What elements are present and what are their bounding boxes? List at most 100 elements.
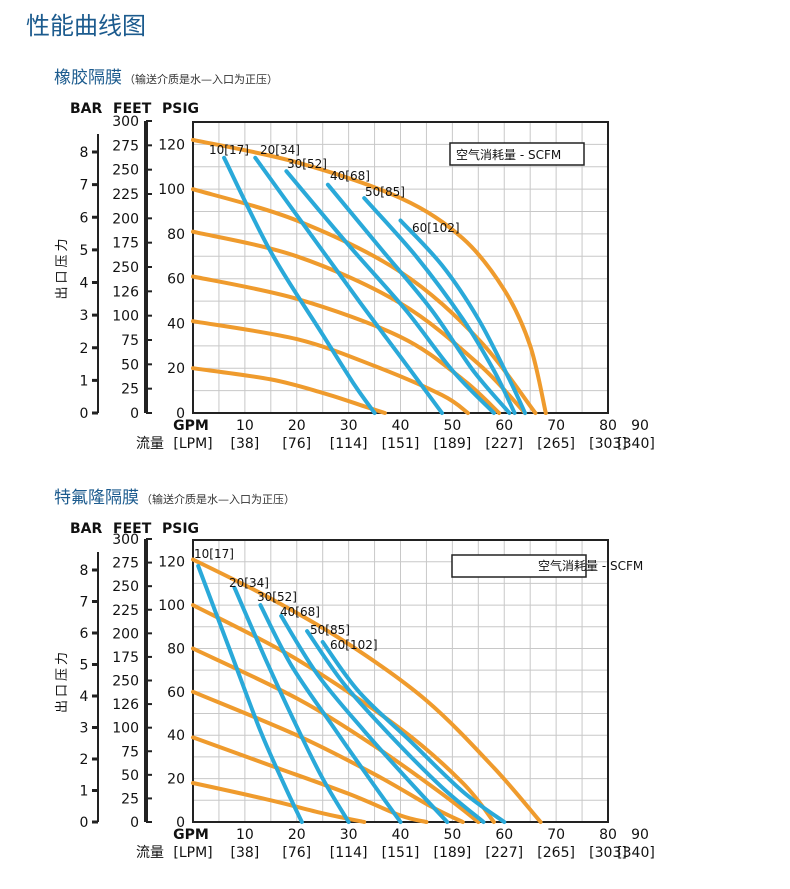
lpm-tick-label: [340]	[617, 845, 655, 861]
feet-tick-label: 126	[112, 284, 139, 300]
bar-tick-label: 1	[80, 784, 89, 800]
feet-tick-label: 175	[112, 236, 139, 252]
bar-tick-label: 4	[80, 689, 89, 705]
gpm-unit-label: GPM	[173, 827, 209, 843]
chart-1: 橡胶隔膜 （输送介质是水—入口为正压）BAR FEET PSIG87654321030…	[54, 68, 655, 452]
feet-tick-label: 75	[121, 744, 139, 760]
psig-tick-label: 100	[158, 182, 185, 198]
plot-frame	[192, 121, 609, 414]
bar-tick-label: 1	[80, 373, 89, 389]
legend-box	[449, 142, 585, 166]
psig-tick-label: 60	[167, 685, 185, 701]
psig-tick-label: 80	[167, 227, 185, 243]
blue-curve-label: 10[17]	[209, 143, 249, 157]
blue-curve-label: 10[17]	[194, 547, 234, 561]
blue-curve-1	[222, 155, 377, 415]
feet-tick-label: 0	[130, 815, 139, 831]
blue-curve-5	[362, 196, 517, 415]
chart-title: 特氟隆隔膜	[54, 488, 139, 508]
bar-tick-label: 3	[80, 721, 89, 737]
blue-curve-6	[320, 640, 507, 824]
feet-tick-label: 50	[121, 768, 139, 784]
blue-curve-2	[232, 585, 351, 824]
psig-axis-header: PSIG	[162, 521, 199, 537]
bar-tick-label: 5	[80, 243, 89, 259]
blue-curve-label: 20[34]	[229, 576, 269, 590]
gpm-tick-label: 80	[599, 827, 617, 843]
bar-tick-label: 8	[80, 145, 89, 161]
psig-tick-label: 100	[158, 598, 185, 614]
blue-curve-label: 60[102]	[412, 221, 460, 235]
orange-curve-o60	[191, 274, 502, 415]
bar-tick-label: 8	[80, 563, 89, 579]
blue-air-curves	[222, 155, 527, 415]
lpm-tick-label: [303]	[589, 436, 627, 452]
bar-tick-label: 7	[80, 595, 89, 611]
feet-tick-label: 200	[112, 211, 139, 227]
gpm-tick-label: 20	[288, 827, 306, 843]
orange-pressure-curves	[191, 137, 548, 415]
feet-tick-label: 175	[112, 650, 139, 666]
bar-tick-label: 2	[80, 752, 89, 768]
blue-curve-label: 30[52]	[287, 157, 327, 171]
lpm-tick-label: [189]	[434, 845, 472, 861]
psig-tick-label: 40	[167, 316, 185, 332]
psig-tick-label: 60	[167, 272, 185, 288]
feet-tick-label: 275	[112, 556, 139, 572]
psig-axis-header: PSIG	[162, 101, 199, 117]
blue-air-curves	[196, 564, 507, 824]
blue-curve-3	[284, 169, 496, 415]
orange-curve-o40	[191, 735, 429, 824]
flow-label: 流量	[136, 845, 164, 861]
blue-curve-label: 60[102]	[330, 638, 378, 652]
psig-tick-label: 0	[176, 406, 185, 422]
lpm-tick-label: [189]	[434, 436, 472, 452]
lpm-tick-label: [340]	[617, 436, 655, 452]
feet-tick-label: 250	[112, 260, 139, 276]
psig-tick-label: 120	[158, 555, 185, 571]
legend-label: 空气消耗量 - SCFM	[538, 558, 643, 573]
feet-tick-label: 50	[121, 357, 139, 373]
psig-tick-label: 120	[158, 137, 185, 153]
gpm-tick-label: 70	[547, 418, 565, 434]
feet-tick-label: 25	[121, 382, 139, 398]
gpm-tick-label: 10	[236, 827, 254, 843]
gpm-tick-label: 80	[599, 418, 617, 434]
page-title: 性能曲线图	[26, 12, 146, 40]
bar-tick-label: 5	[80, 658, 89, 674]
orange-curve-o80	[191, 646, 481, 824]
gpm-tick-label: 30	[340, 827, 358, 843]
gpm-unit-label: GPM	[173, 418, 209, 434]
feet-tick-label: 250	[112, 579, 139, 595]
blue-curve-5	[305, 629, 486, 824]
psig-tick-label: 20	[167, 361, 185, 377]
lpm-tick-label: [303]	[589, 845, 627, 861]
gpm-tick-label: 70	[547, 827, 565, 843]
orange-curve-o40	[191, 319, 470, 415]
lpm-tick-label: [265]	[537, 436, 575, 452]
feet-tick-label: 275	[112, 138, 139, 154]
feet-tick-label: 200	[112, 626, 139, 642]
chart-title: 橡胶隔膜	[54, 68, 122, 88]
gpm-tick-label: 90	[631, 827, 649, 843]
bar-tick-label: 0	[80, 815, 89, 831]
chart-subtitle: （输送介质是水—入口为正压）	[124, 72, 278, 86]
y-axis-title: 出口压力	[55, 235, 70, 299]
gpm-tick-label: 10	[236, 418, 254, 434]
psig-tick-label: 40	[167, 728, 185, 744]
blue-curve-label: 20[34]	[260, 143, 300, 157]
lpm-tick-label: [76]	[282, 845, 311, 861]
feet-tick-label: 126	[112, 697, 139, 713]
y-axis-title: 出口压力	[55, 649, 70, 713]
lpm-tick-label: [38]	[231, 436, 260, 452]
lpm-tick-label: [151]	[382, 436, 420, 452]
gpm-tick-label: 60	[495, 827, 513, 843]
bar-tick-label: 2	[80, 341, 89, 357]
feet-axis-header: FEET	[113, 101, 152, 117]
lpm-tick-label: [114]	[330, 845, 368, 861]
blue-curve-label: 40[68]	[280, 605, 320, 619]
blue-curve-4	[279, 613, 450, 824]
lpm-tick-label: [38]	[231, 845, 260, 861]
bar-tick-label: 6	[80, 210, 89, 226]
